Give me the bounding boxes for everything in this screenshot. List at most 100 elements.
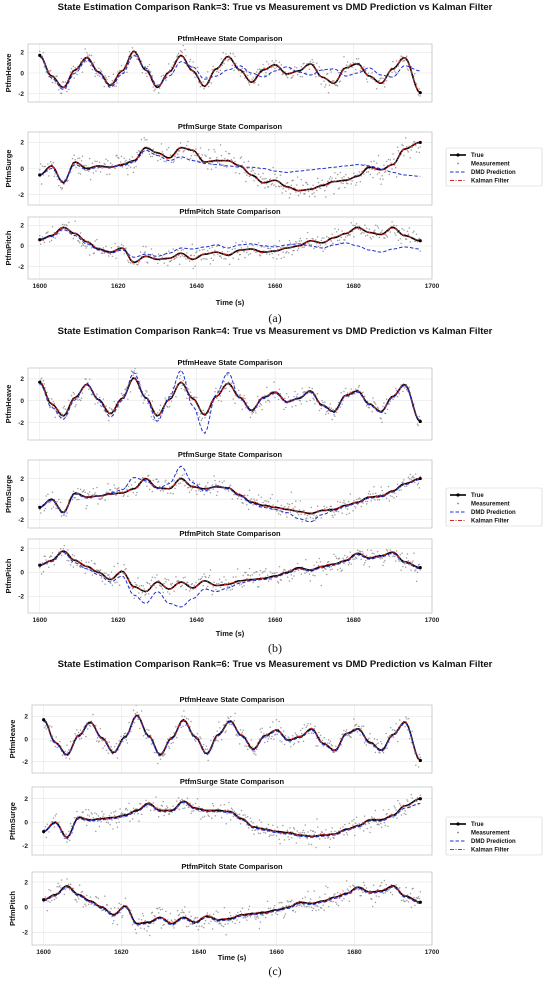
measurement-point <box>132 807 135 810</box>
measurement-point <box>237 258 240 260</box>
measurement-point <box>309 723 312 725</box>
measurement-point <box>227 581 230 584</box>
measurement-point <box>249 916 252 918</box>
measurement-point <box>187 581 189 583</box>
measurement-point <box>111 409 114 411</box>
measurement-point <box>63 224 66 226</box>
measurement-point <box>88 378 91 380</box>
measurement-point <box>398 719 401 721</box>
measurement-point <box>95 896 98 899</box>
measurement-point <box>327 905 330 908</box>
measurement-point <box>225 730 227 732</box>
measurement-point <box>229 589 232 591</box>
measurement-point <box>321 831 324 834</box>
measurement-point <box>83 489 86 491</box>
measurement-point <box>169 583 172 585</box>
measurement-point <box>315 516 317 518</box>
measurement-point <box>252 504 254 506</box>
measurement-point <box>405 55 408 57</box>
measurement-point <box>280 579 283 582</box>
measurement-point <box>335 557 338 560</box>
measurement-point <box>225 933 227 936</box>
measurement-point <box>235 812 237 815</box>
measurement-point <box>378 171 381 174</box>
measurement-point <box>266 900 269 902</box>
measurement-point <box>334 172 336 174</box>
measurement-point <box>344 823 346 826</box>
measurement-point <box>136 58 138 61</box>
grid <box>32 872 433 945</box>
subplot-3: PtfmPitch State ComparisonPtfmPitch-2021… <box>8 862 440 956</box>
measurement-point <box>411 797 414 799</box>
measurement-point <box>104 745 106 747</box>
measurement-point <box>254 751 256 753</box>
measurement-point <box>77 157 79 160</box>
measurement-point <box>328 742 331 745</box>
legend-entry-label: Measurement <box>471 162 510 168</box>
measurement-point <box>388 555 391 558</box>
measurement-point <box>382 564 384 567</box>
measurement-point <box>222 51 224 54</box>
measurement-point <box>262 501 264 504</box>
measurement-point <box>290 746 292 748</box>
measurement-point <box>312 574 314 576</box>
measurement-point <box>258 574 261 576</box>
measurement-point <box>224 731 227 734</box>
measurement-point <box>194 396 196 398</box>
measurement-point <box>117 562 119 565</box>
measurement-point <box>173 160 175 162</box>
measurement-point <box>89 820 92 822</box>
measurement-point <box>308 732 310 735</box>
measurement-point <box>317 905 319 908</box>
measurement-point <box>70 825 73 828</box>
measurement-point <box>245 406 247 409</box>
measurement-point <box>365 171 368 174</box>
measurement-point <box>246 919 248 921</box>
measurement-point <box>346 183 349 185</box>
measurement-point <box>52 506 55 508</box>
measurement-point <box>392 153 394 155</box>
measurement-point <box>280 257 283 260</box>
measurement-point <box>286 245 289 247</box>
measurement-point <box>342 182 344 185</box>
true-marker <box>418 900 422 904</box>
measurement-point <box>120 64 123 67</box>
measurement-point <box>419 418 421 421</box>
measurement-point <box>97 246 99 249</box>
measurement-point <box>248 567 251 570</box>
measurement-point <box>313 192 315 194</box>
measurement-point <box>198 416 201 418</box>
measurement-point <box>260 731 262 733</box>
measurement-point <box>295 395 298 397</box>
true-marker <box>38 238 42 242</box>
measurement-point <box>164 577 166 580</box>
measurement-point <box>170 66 173 68</box>
measurement-point <box>246 251 248 254</box>
measurement-point <box>257 494 260 496</box>
x-axis-label: Time (s) <box>216 298 245 307</box>
measurement-point <box>115 85 117 87</box>
measurement-point <box>206 258 208 260</box>
measurement-point <box>223 803 226 806</box>
measurement-point <box>179 256 182 258</box>
measurement-point <box>329 176 332 178</box>
measurement-point <box>324 507 326 510</box>
measurement-point <box>259 402 262 405</box>
measurement-point <box>93 61 95 64</box>
measurement-point <box>166 738 169 741</box>
measurement-point <box>133 49 135 52</box>
measurement-point <box>273 904 276 907</box>
measurement-point <box>208 247 211 250</box>
true-marker <box>42 718 46 722</box>
measurement-point <box>268 578 271 580</box>
measurement-point <box>419 475 421 478</box>
measurement-point <box>133 597 135 599</box>
measurement-point <box>307 242 310 244</box>
measurement-point <box>327 560 330 563</box>
measurement-point <box>411 561 413 564</box>
measurement-point <box>335 903 338 905</box>
measurement-point <box>415 764 417 766</box>
measurement-point <box>226 919 228 922</box>
measurement-point <box>359 734 361 736</box>
x-tick-label: 1600 <box>33 617 48 624</box>
